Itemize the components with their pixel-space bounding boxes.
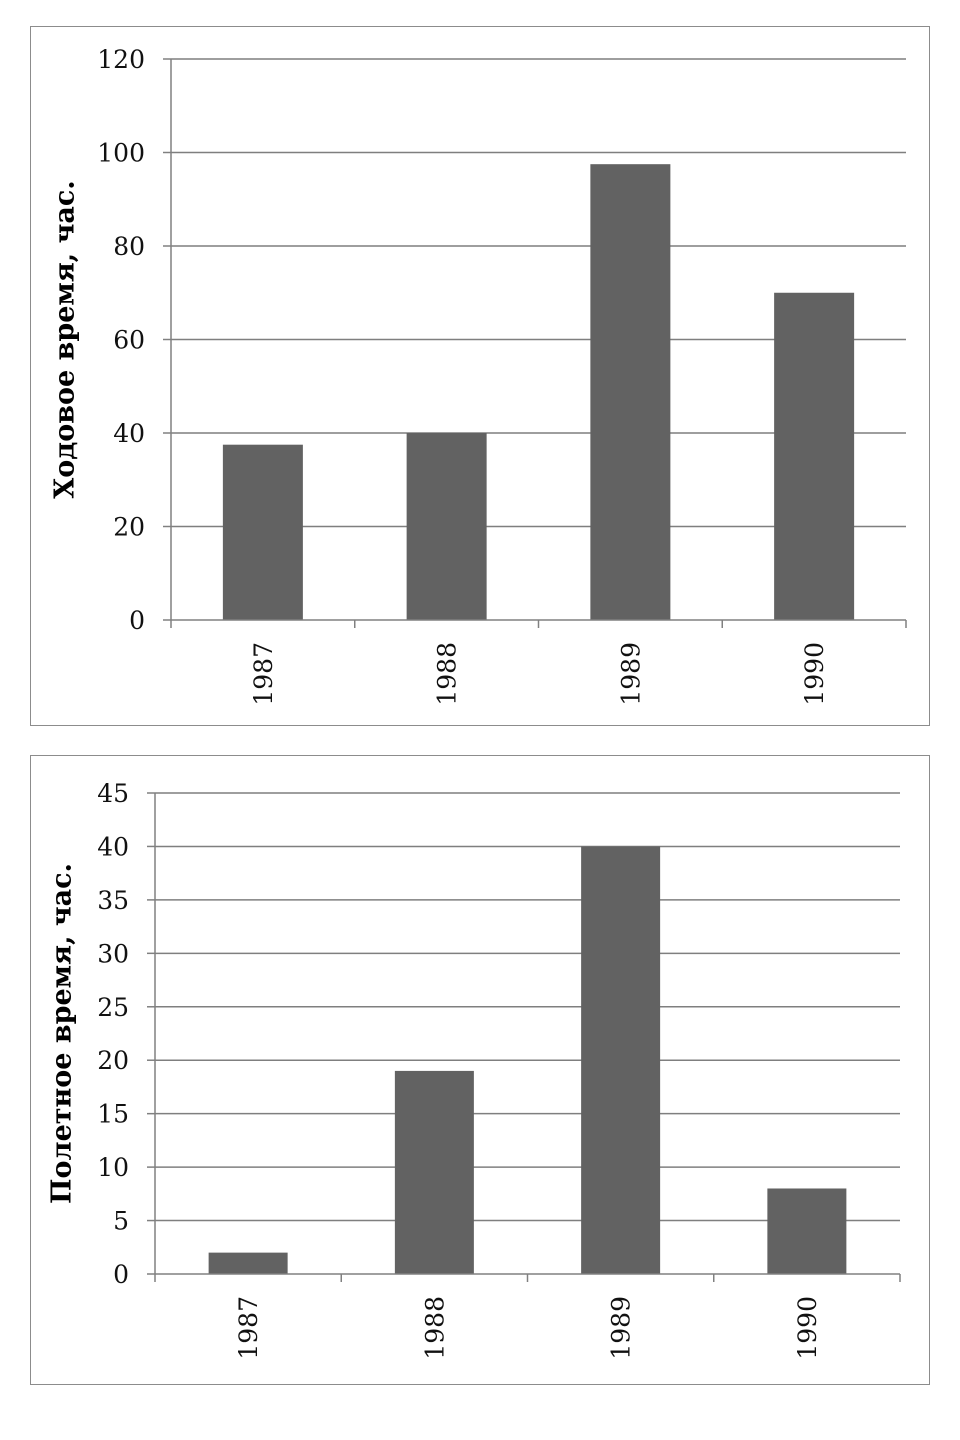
running-time-bar-1989 <box>590 164 671 620</box>
running-time-y-tick-label: 0 <box>129 606 145 635</box>
running-time-bar-1987 <box>222 444 303 620</box>
flight-time-chart: 0 5 10 15 20 25 30 35 40 45 1987 1988 1989 1990 Полетн… <box>30 755 930 1385</box>
running-time-y-tick-label: 100 <box>97 139 145 168</box>
running-time-y-tick-label: 60 <box>113 326 145 355</box>
flight-time-y-tick-label: 10 <box>97 1153 129 1182</box>
running-time-x-tick-label: 1989 <box>616 642 645 706</box>
flight-time-y-tick-label: 5 <box>113 1207 129 1236</box>
flight-time-bar-1989 <box>581 846 661 1274</box>
flight-time-y-tick-label: 25 <box>97 993 129 1022</box>
flight-time-x-tick-label: 1990 <box>793 1296 822 1360</box>
flight-time-y-axis-label: Полетное время, час. <box>47 863 78 1204</box>
running-time-bar-1988 <box>406 433 487 620</box>
running-time-y-axis-label: Ходовое время, час. <box>50 180 81 498</box>
flight-time-y-tick-label: 0 <box>113 1260 129 1289</box>
flight-time-x-tick-label: 1989 <box>607 1296 636 1360</box>
flight-time-x-tick-label: 1988 <box>420 1296 449 1360</box>
flight-time-y-tick-label: 35 <box>97 886 129 915</box>
flight-time-x-tick-label: 1987 <box>234 1296 263 1360</box>
running-time-x-tick-label: 1987 <box>249 642 278 706</box>
running-time-y-tick-label: 20 <box>113 513 145 542</box>
flight-time-y-tick-label: 40 <box>97 832 129 861</box>
running-time-chart-svg: 0 20 40 60 80 100 120 1987 1988 1989 1990 Ходовое в… <box>50 45 907 706</box>
running-time-bar-1990 <box>774 292 855 620</box>
running-time-x-tick-label: 1988 <box>433 642 462 706</box>
flight-time-bar-1990 <box>767 1188 847 1274</box>
running-time-y-tick-label: 80 <box>113 232 145 261</box>
flight-time-y-tick-label: 20 <box>97 1046 129 1075</box>
running-time-y-tick-label: 40 <box>113 419 145 448</box>
running-time-chart: 0 20 40 60 80 100 120 1987 1988 1989 1990 Ходовое в… <box>30 26 930 726</box>
flight-time-y-tick-label: 30 <box>97 939 129 968</box>
flight-time-bar-1987 <box>208 1252 288 1274</box>
running-time-x-tick-label: 1990 <box>800 642 829 706</box>
running-time-y-tick-label: 120 <box>97 45 145 74</box>
flight-time-chart-svg: 0 5 10 15 20 25 30 35 40 45 1987 1988 1989 1990 Полетн… <box>47 779 901 1360</box>
flight-time-y-tick-label: 15 <box>97 1100 129 1129</box>
flight-time-bar-1988 <box>394 1070 474 1274</box>
flight-time-y-tick-label: 45 <box>97 779 129 808</box>
